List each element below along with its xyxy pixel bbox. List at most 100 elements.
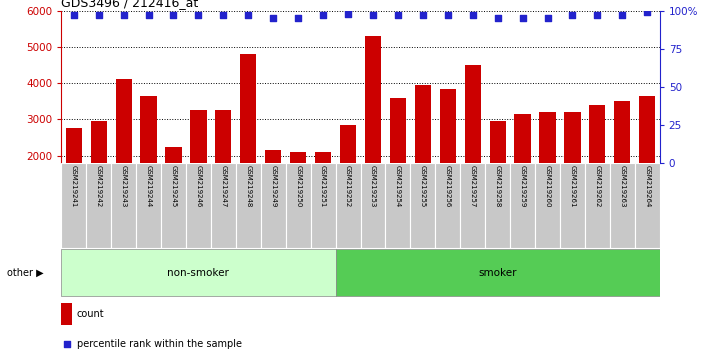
Bar <box>639 96 655 228</box>
Bar <box>589 105 606 228</box>
Bar <box>61 303 72 325</box>
Text: GSM219263: GSM219263 <box>619 165 625 208</box>
Bar <box>335 163 360 248</box>
Bar <box>61 249 335 296</box>
Text: GSM219253: GSM219253 <box>370 165 376 208</box>
Bar <box>535 163 560 248</box>
Text: GSM219241: GSM219241 <box>71 165 76 208</box>
Bar <box>614 101 630 228</box>
Bar <box>136 163 161 248</box>
Bar <box>286 163 311 248</box>
Point <box>293 15 304 21</box>
Point <box>93 12 105 18</box>
Text: GSM219243: GSM219243 <box>120 165 127 208</box>
Bar <box>87 163 111 248</box>
Point <box>367 12 379 18</box>
Bar <box>365 36 381 228</box>
Point <box>317 12 329 18</box>
Point <box>616 12 628 18</box>
Bar <box>610 163 634 248</box>
Text: GSM219262: GSM219262 <box>594 165 601 208</box>
Bar <box>634 163 660 248</box>
Point <box>467 12 479 18</box>
Text: GSM219245: GSM219245 <box>170 165 177 208</box>
Text: GSM219259: GSM219259 <box>520 165 526 208</box>
Bar <box>510 163 535 248</box>
Point <box>592 12 603 18</box>
Point <box>218 12 229 18</box>
Point <box>492 15 503 21</box>
Bar <box>190 110 206 228</box>
Point <box>442 12 454 18</box>
Point <box>118 12 129 18</box>
Bar <box>515 114 531 228</box>
Text: GSM219264: GSM219264 <box>645 165 650 208</box>
Bar <box>490 121 505 228</box>
Bar <box>464 65 481 228</box>
Text: GSM219248: GSM219248 <box>245 165 252 208</box>
Bar <box>265 150 281 228</box>
Point <box>168 12 180 18</box>
Text: GSM219255: GSM219255 <box>420 165 426 208</box>
Text: GSM219261: GSM219261 <box>570 165 575 208</box>
Point <box>642 9 653 15</box>
Point <box>541 15 553 21</box>
Bar <box>240 54 257 228</box>
Bar <box>335 249 660 296</box>
Text: GDS3496 / 212416_at: GDS3496 / 212416_at <box>61 0 198 10</box>
Bar <box>290 152 306 228</box>
Bar <box>585 163 610 248</box>
Bar <box>115 80 132 228</box>
Bar <box>111 163 136 248</box>
Text: GSM219258: GSM219258 <box>495 165 500 208</box>
Bar <box>315 152 331 228</box>
Text: percentile rank within the sample: percentile rank within the sample <box>77 339 242 349</box>
Bar <box>460 163 485 248</box>
Bar <box>340 125 356 228</box>
Point <box>267 15 279 21</box>
Bar <box>61 163 87 248</box>
Bar <box>560 163 585 248</box>
Text: GSM219252: GSM219252 <box>345 165 351 208</box>
Point <box>342 11 354 17</box>
Text: GSM219260: GSM219260 <box>544 165 551 208</box>
Bar <box>261 163 286 248</box>
Bar <box>311 163 335 248</box>
Bar <box>440 88 456 228</box>
Text: GSM219246: GSM219246 <box>195 165 201 208</box>
Point <box>517 15 528 21</box>
Bar <box>410 163 435 248</box>
Bar <box>386 163 410 248</box>
Point <box>68 12 79 18</box>
Bar <box>565 112 580 228</box>
Bar <box>216 110 231 228</box>
Bar <box>141 96 156 228</box>
Text: GSM219249: GSM219249 <box>270 165 276 208</box>
Bar <box>236 163 261 248</box>
Bar <box>435 163 460 248</box>
Point <box>567 12 578 18</box>
Text: GSM219257: GSM219257 <box>469 165 476 208</box>
Bar <box>161 163 186 248</box>
Point <box>242 12 254 18</box>
Bar <box>390 98 406 228</box>
Bar <box>211 163 236 248</box>
Point <box>143 12 154 18</box>
Text: GSM219250: GSM219250 <box>295 165 301 208</box>
Text: count: count <box>77 309 105 319</box>
Text: GSM219247: GSM219247 <box>221 165 226 208</box>
Text: GSM219254: GSM219254 <box>395 165 401 208</box>
Bar <box>360 163 386 248</box>
Text: non-smoker: non-smoker <box>167 268 229 278</box>
Point <box>61 341 72 347</box>
Bar <box>165 147 182 228</box>
Bar <box>415 85 431 228</box>
Bar <box>66 129 82 228</box>
Point <box>417 12 428 18</box>
Bar <box>91 121 107 228</box>
Text: smoker: smoker <box>479 268 517 278</box>
Bar <box>539 112 556 228</box>
Text: other ▶: other ▶ <box>7 268 44 278</box>
Text: GSM219251: GSM219251 <box>320 165 326 208</box>
Point <box>193 12 204 18</box>
